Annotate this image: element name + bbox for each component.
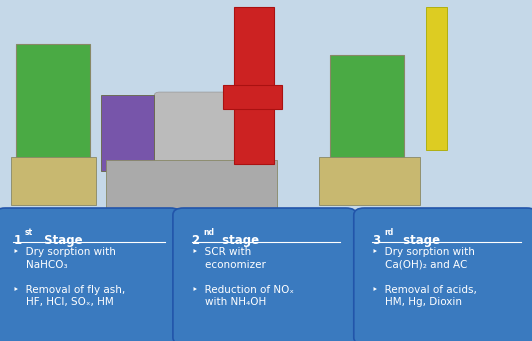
FancyBboxPatch shape (11, 157, 96, 205)
FancyBboxPatch shape (0, 208, 181, 341)
Text: ‣  Reduction of NOₓ
    with NH₄OH: ‣ Reduction of NOₓ with NH₄OH (192, 285, 294, 307)
Text: ‣  SCR with
    economizer: ‣ SCR with economizer (192, 247, 265, 270)
FancyBboxPatch shape (426, 7, 447, 150)
Text: nd: nd (203, 228, 214, 237)
Text: stage: stage (218, 234, 259, 247)
Text: 3: 3 (372, 234, 380, 247)
FancyBboxPatch shape (330, 55, 404, 164)
Text: rd: rd (384, 228, 393, 237)
Text: stage: stage (399, 234, 440, 247)
FancyBboxPatch shape (319, 157, 420, 205)
FancyBboxPatch shape (0, 0, 532, 211)
FancyBboxPatch shape (223, 85, 282, 109)
FancyBboxPatch shape (234, 7, 274, 164)
Text: ‣  Dry sorption with
    NaHCO₃: ‣ Dry sorption with NaHCO₃ (13, 247, 116, 270)
Text: ‣  Removal of fly ash,
    HF, HCl, SOₓ, HM: ‣ Removal of fly ash, HF, HCl, SOₓ, HM (13, 285, 126, 307)
FancyBboxPatch shape (173, 208, 356, 341)
Text: 1: 1 (13, 234, 21, 247)
FancyBboxPatch shape (106, 160, 277, 211)
FancyBboxPatch shape (0, 0, 532, 211)
FancyBboxPatch shape (101, 95, 154, 170)
Text: Stage: Stage (40, 234, 82, 247)
Text: ‣  Dry sorption with
    Ca(OH)₂ and AC: ‣ Dry sorption with Ca(OH)₂ and AC (372, 247, 475, 270)
Text: ‣  Removal of acids,
    HM, Hg, Dioxin: ‣ Removal of acids, HM, Hg, Dioxin (372, 285, 477, 307)
FancyBboxPatch shape (354, 208, 532, 341)
Text: st: st (25, 228, 33, 237)
FancyBboxPatch shape (154, 92, 239, 208)
FancyBboxPatch shape (16, 44, 90, 164)
Text: 2: 2 (192, 234, 200, 247)
